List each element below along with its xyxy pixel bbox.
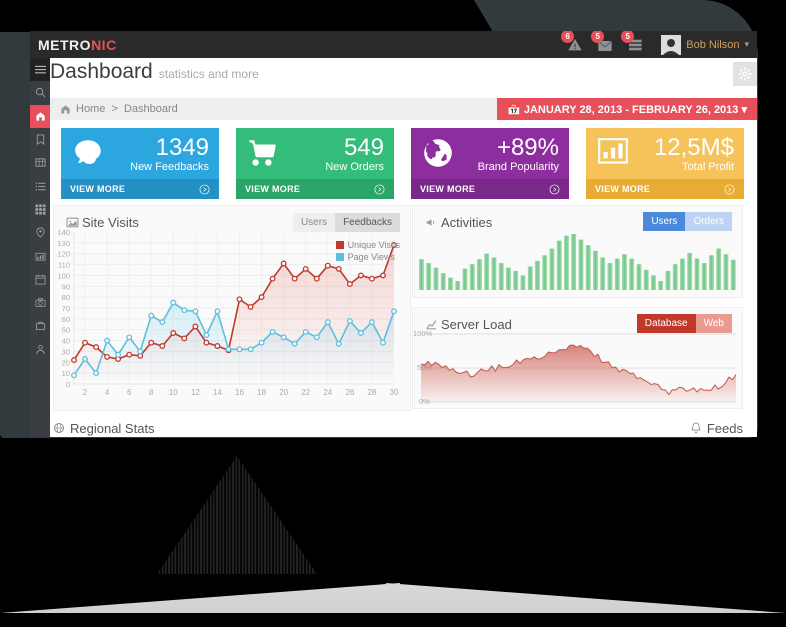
- svg-text:80: 80: [62, 293, 70, 302]
- svg-text:12: 12: [191, 388, 200, 397]
- svg-text:110: 110: [58, 261, 70, 270]
- svg-text:26: 26: [345, 388, 354, 397]
- svg-text:18: 18: [257, 388, 266, 397]
- svg-text:30: 30: [390, 388, 399, 397]
- svg-text:24: 24: [323, 388, 332, 397]
- svg-text:100%: 100%: [413, 329, 433, 338]
- svg-text:20: 20: [279, 388, 288, 397]
- svg-text:8: 8: [149, 388, 154, 397]
- svg-text:130: 130: [57, 239, 70, 248]
- svg-text:120: 120: [57, 250, 70, 259]
- svg-text:16: 16: [235, 388, 244, 397]
- svg-text:22: 22: [301, 388, 310, 397]
- svg-text:40: 40: [62, 337, 70, 346]
- svg-text:30: 30: [62, 347, 70, 356]
- svg-text:14: 14: [213, 388, 222, 397]
- svg-text:0: 0: [66, 380, 70, 389]
- svg-text:90: 90: [62, 282, 70, 291]
- svg-text:2: 2: [83, 388, 88, 397]
- svg-text:60: 60: [62, 315, 70, 324]
- svg-text:10: 10: [169, 388, 178, 397]
- svg-text:4: 4: [105, 388, 110, 397]
- svg-text:20: 20: [62, 358, 70, 367]
- svg-text:10: 10: [62, 369, 70, 378]
- svg-text:28: 28: [367, 388, 376, 397]
- svg-text:50: 50: [62, 326, 70, 335]
- svg-text:140: 140: [57, 228, 70, 237]
- svg-text:100: 100: [57, 271, 70, 280]
- svg-text:6: 6: [127, 388, 132, 397]
- svg-text:70: 70: [62, 304, 70, 313]
